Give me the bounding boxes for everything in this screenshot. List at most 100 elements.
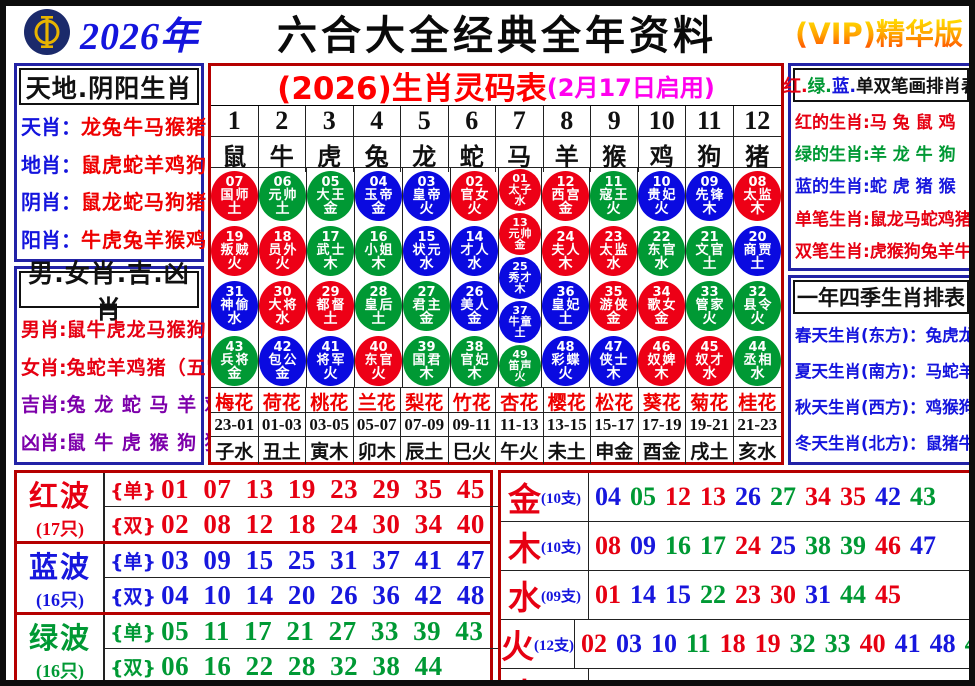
time-range-cell: 09-11 [449,413,496,436]
ball-element: 火 [558,366,573,383]
ball-number: 49 [512,348,528,362]
zodiac-cell: 虎 [306,137,354,173]
ball-number: 07 [225,174,244,190]
ball-element: 金 [606,311,621,328]
flower-cell: 兰花 [354,388,401,416]
element-number: 21 [700,678,726,680]
ball-cell: 09 先锋木 [686,168,734,224]
element-row-木: 木 (10支) 08 09 16 17 24 25 38 39 46 47 [501,522,969,571]
ball-40: 40 东官火 [355,335,402,386]
ball-title: 武士 [316,242,347,258]
zodiac-cell: 鼠 [211,137,259,173]
ball-23: 23 太监水 [590,225,637,276]
ball-number: 17 [321,229,340,245]
ball-cell: 19 叛贼火 [211,223,259,279]
ball-04: 04 玉帝金 [355,170,402,221]
element-label: 木 (10支) [501,522,589,570]
element-number: 39 [840,531,866,560]
element-number: 09 [630,531,656,560]
wave-group-蓝波: 蓝波 (16只) {单} 03 09 15 25 31 37 41 47 {双} 04 1… [17,544,490,615]
element-numbers: 01 14 15 22 23 30 31 44 45 [589,571,969,619]
ball-title: 东官 [647,242,678,258]
element-number: 47 [910,531,936,560]
ball-21: 21 文官土 [686,225,733,276]
time-range-cell: 13-15 [544,413,591,436]
ball-number: 16 [369,229,388,245]
ball-title: 神偷 [220,297,251,313]
color-stroke-title: 红. 绿. 蓝. 单双笔画排肖表 [784,68,969,102]
ball-cell: 47 侠士木 [590,333,638,389]
four-seasons-box: 一年四季生肖排表 春天生肖(东方)：兔虎龙 夏天生肖(南方)：马蛇羊 秋天生肖(西方… [788,275,969,465]
element-label: 土(08支) [501,669,589,680]
element-number: 06 [595,678,621,680]
flower-cell: 桃花 [306,388,354,416]
ball-number: 13 [512,216,528,230]
flower-cell: 荷花 [259,388,306,416]
ball-title: 商贾 [743,242,774,258]
ball-element: 水 [702,366,717,383]
ball-number: 48 [556,339,575,355]
row-colon: ： [61,227,81,252]
element-number: 35 [840,482,866,511]
wave-even-numbers: 02 08 12 18 24 30 34 40 46 [161,508,528,539]
ball-element: 火 [371,366,386,383]
ball-cell: 11 寇王火 [590,168,638,224]
zodiac-attr-row: 女肖: 兔蛇羊鸡猪（五宫） [21,353,246,380]
ball-cell: 39 国君木 [403,333,451,389]
ball-cell: 28 皇后土 [355,278,403,334]
ball-cell: 02 官女火 [451,168,499,224]
ball-number: 01 [512,172,528,186]
ball-number: 26 [465,284,484,300]
row-label: 天肖 [21,115,61,140]
ball-element: 水 [750,366,765,383]
ball-grid: 07 国师土 19 叛贼火 31 神偷水 43 兵将金 06 元帅土 18 员外火 30 大将水 42 包公金… [211,168,781,389]
column-number-cell: 6 [449,106,496,137]
four-seasons-title: 一年四季生肖排表 [793,280,969,314]
ball-cell: 30 大将水 [259,278,307,334]
ball-element: 火 [514,369,526,383]
row-label: 蓝的生肖: [795,177,870,198]
wave-odd-row: {单} 01 07 13 19 23 29 35 45 [105,473,528,507]
ball-title: 君主 [412,297,443,313]
ball-cell: 08 太监木 [734,168,781,223]
wave-even-row: {双} 04 10 14 20 26 36 42 48 [105,578,490,612]
ball-35: 35 游侠金 [590,280,637,331]
time-range-cell: 05-07 [354,413,401,436]
branch-cell: 午火 [496,437,544,464]
element-number: 24 [735,531,761,560]
ball-title: 秀才 [508,271,533,285]
element-number: 01 [595,580,621,609]
ball-title: 员外 [268,242,299,258]
ball-title: 才人 [460,242,491,258]
branch-cell: 未土 [544,437,591,464]
ball-number: 05 [321,174,340,190]
row-value: 虎猴狗兔羊牛 [869,242,972,263]
element-number: 22 [700,580,726,609]
wave-odd-numbers: 03 09 15 25 31 37 41 47 [161,545,485,575]
element-number: 20 [665,678,691,680]
wave-even-row: {双} 02 08 12 18 24 30 34 40 46 [105,507,527,541]
element-number: 45 [875,580,901,609]
ball-cell: 35 游侠金 [590,278,638,334]
wave-group-红波: 红波 (17只) {单} 01 07 13 19 23 29 35 45 {双} 02 0… [17,473,528,544]
ball-title: 管家 [695,297,726,313]
ball-34: 34 歌女金 [638,280,685,331]
ball-element: 火 [227,256,242,273]
ball-title: 先锋 [695,187,726,203]
flower-cell: 樱花 [544,388,591,416]
ball-number: 29 [321,284,340,300]
flower-cell: 葵花 [639,388,686,416]
ball-element: 水 [275,311,290,328]
element-number: 15 [665,580,691,609]
ball-cell: 20 商贾土 [734,223,781,278]
element-count: (10支) [541,490,581,507]
ball-cell: 29 都督土 [307,278,355,334]
ball-12: 12 西宫金 [542,170,589,221]
zodiac-cell: 猴 [591,137,639,173]
ball-title: 元帅 [508,227,533,241]
ball-number: 46 [652,339,671,355]
element-numbers: 04 05 12 13 26 27 34 35 42 43 [589,473,969,521]
ball-element: 火 [419,201,434,218]
ball-number: 20 [748,229,767,245]
ball-title: 文官 [695,242,726,258]
